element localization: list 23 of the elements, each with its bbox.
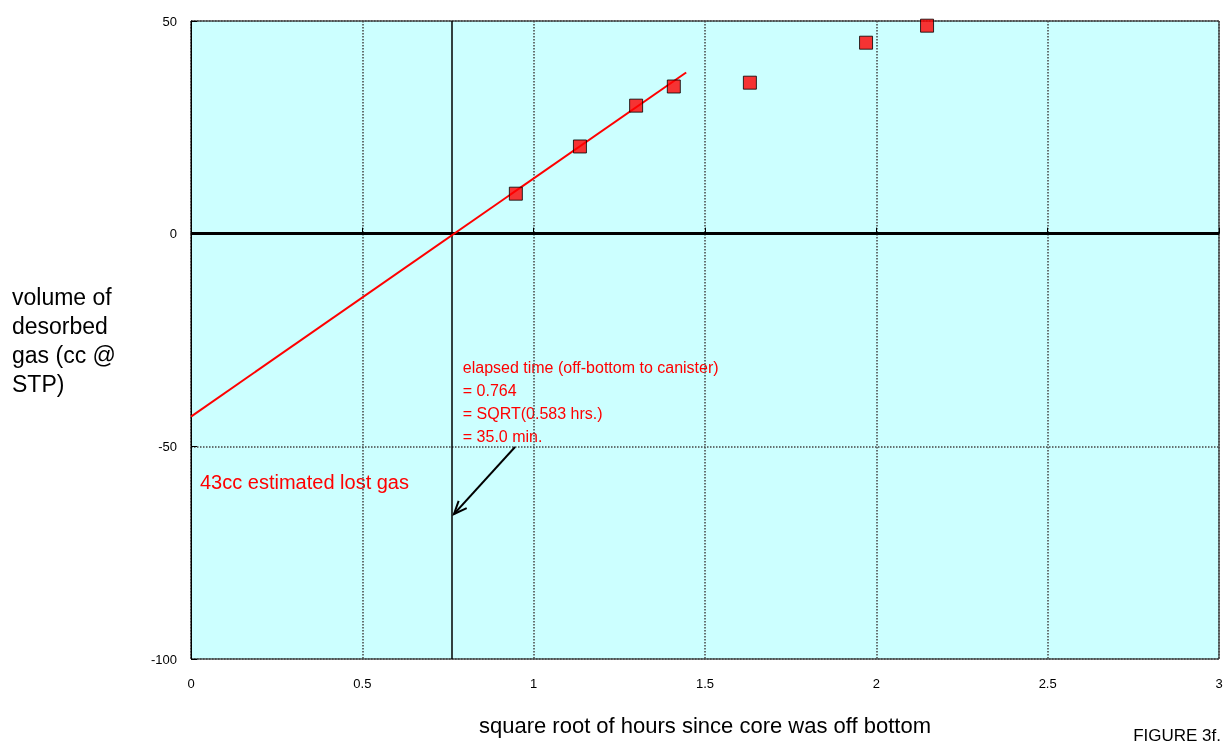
x-tick-label: 1.5 — [695, 676, 715, 691]
y-tick-label: -50 — [158, 438, 177, 454]
y-tick-label: 0 — [169, 226, 177, 242]
x-tick-label: 2.5 — [1038, 676, 1057, 691]
y-axis-title: volume of desorbed gas (cc @ STP) — [12, 283, 123, 397]
point — [508, 186, 523, 201]
x-tick-label: 0 — [187, 676, 195, 691]
x-tick-label: 3 — [1215, 676, 1223, 691]
x-tick-label: 0.5 — [353, 676, 372, 691]
annotation: elapsed time (off-bottom to canister) = 0.764 = SQRT(0.583 hrs.) = 35.0 min. — [462, 359, 719, 446]
point — [666, 79, 681, 94]
x-tick-label: 2 — [872, 676, 880, 691]
y-tick-label: 50 — [162, 13, 177, 29]
point — [859, 35, 874, 50]
point — [572, 139, 587, 154]
x-axis-title: square root of hours since core was off bottom — [478, 712, 932, 738]
caption: FIGURE 3f. — [1133, 726, 1222, 745]
y-tick-label: -100 — [150, 651, 177, 667]
point — [629, 98, 644, 113]
point — [742, 75, 757, 90]
point — [920, 18, 935, 33]
x-tick-label: 1 — [530, 676, 538, 691]
annotation: 43cc estimated lost gas — [200, 470, 409, 493]
